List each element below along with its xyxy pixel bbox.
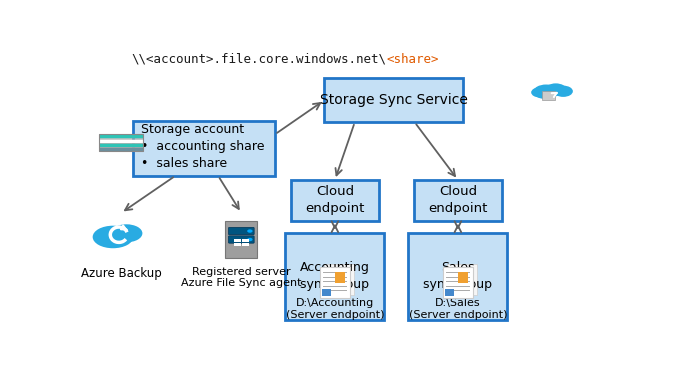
Text: Accounting
sync group: Accounting sync group xyxy=(300,261,370,291)
Ellipse shape xyxy=(553,86,573,97)
Ellipse shape xyxy=(533,85,559,99)
Text: D:\Accounting
(Server endpoint): D:\Accounting (Server endpoint) xyxy=(286,298,384,320)
Text: Cloud
endpoint: Cloud endpoint xyxy=(428,185,488,215)
Ellipse shape xyxy=(531,87,549,97)
FancyBboxPatch shape xyxy=(99,147,143,151)
FancyBboxPatch shape xyxy=(324,264,354,295)
Ellipse shape xyxy=(92,226,133,248)
Text: \\<account>.file.core.windows.net\: \\<account>.file.core.windows.net\ xyxy=(132,53,386,66)
Text: Storage Sync Service: Storage Sync Service xyxy=(319,93,468,107)
FancyBboxPatch shape xyxy=(414,180,502,221)
FancyBboxPatch shape xyxy=(320,266,350,298)
FancyBboxPatch shape xyxy=(228,227,254,235)
Text: <share>: <share> xyxy=(386,53,440,66)
FancyBboxPatch shape xyxy=(242,243,248,246)
FancyBboxPatch shape xyxy=(335,272,345,283)
Text: Storage account
•  accounting share
•  sales share: Storage account • accounting share • sal… xyxy=(141,123,264,170)
FancyBboxPatch shape xyxy=(234,239,241,242)
Text: D:\Sales
(Server endpoint): D:\Sales (Server endpoint) xyxy=(408,298,507,320)
FancyBboxPatch shape xyxy=(448,264,477,295)
Text: Azure Backup: Azure Backup xyxy=(81,266,161,280)
FancyBboxPatch shape xyxy=(324,78,463,122)
Ellipse shape xyxy=(545,83,566,96)
FancyBboxPatch shape xyxy=(445,289,453,296)
FancyBboxPatch shape xyxy=(408,233,507,320)
FancyBboxPatch shape xyxy=(458,272,469,283)
FancyBboxPatch shape xyxy=(286,233,384,320)
FancyBboxPatch shape xyxy=(133,121,275,176)
Ellipse shape xyxy=(247,229,253,233)
Text: Cloud
endpoint: Cloud endpoint xyxy=(305,185,364,215)
FancyBboxPatch shape xyxy=(99,134,143,138)
FancyBboxPatch shape xyxy=(99,143,143,147)
FancyBboxPatch shape xyxy=(228,236,254,243)
Ellipse shape xyxy=(247,238,253,241)
FancyBboxPatch shape xyxy=(225,221,257,258)
FancyBboxPatch shape xyxy=(99,138,143,143)
FancyBboxPatch shape xyxy=(242,239,248,242)
FancyBboxPatch shape xyxy=(234,243,241,246)
Ellipse shape xyxy=(110,224,142,242)
FancyBboxPatch shape xyxy=(542,91,555,100)
Text: Registered server
Azure File Sync agent: Registered server Azure File Sync agent xyxy=(181,266,302,288)
Text: Sales
sync group: Sales sync group xyxy=(424,261,493,291)
FancyBboxPatch shape xyxy=(322,289,331,296)
FancyBboxPatch shape xyxy=(290,180,379,221)
FancyBboxPatch shape xyxy=(443,266,473,298)
